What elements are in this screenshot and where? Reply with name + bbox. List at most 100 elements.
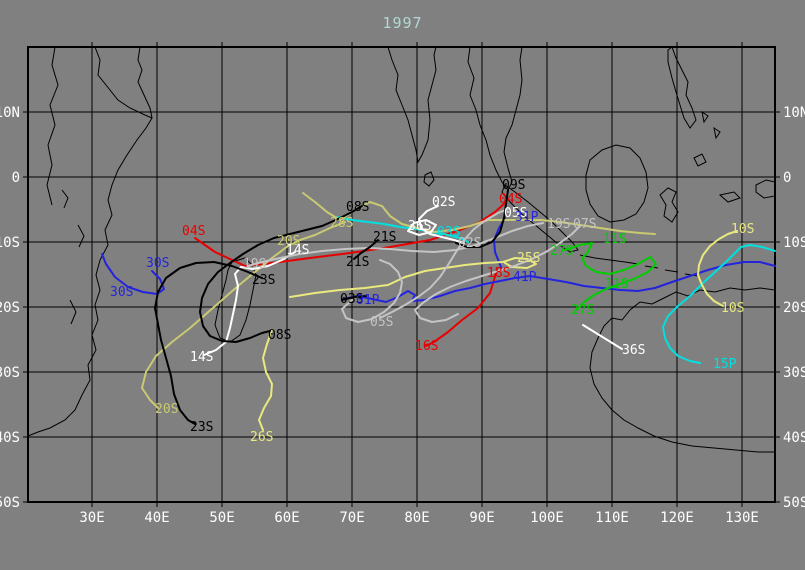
map-title: 1997 — [382, 14, 423, 32]
track-label: 25S — [517, 251, 540, 266]
track-label: 05S — [370, 315, 393, 330]
track-label: 21S — [346, 255, 369, 270]
storm-track-11S — [564, 242, 657, 311]
axis-label-lon: 130E — [725, 510, 759, 526]
storm-track-19S — [247, 222, 544, 267]
storm-track-10S — [697, 230, 738, 307]
axis-label-lon: 60E — [274, 510, 299, 526]
coastline — [27, 46, 153, 437]
coastline — [585, 144, 649, 223]
coastline — [667, 46, 697, 129]
track-label: 07S — [573, 217, 596, 232]
axis-label-lon: 120E — [660, 510, 694, 526]
coastline — [701, 110, 721, 140]
axis-label-lat-right: 10N — [783, 105, 805, 121]
track-label: 27S — [571, 303, 594, 318]
axis-label-lat-right: 20S — [783, 300, 805, 316]
track-label: 28S — [330, 216, 353, 231]
track-label: 04S — [182, 224, 205, 239]
track-label: 20S — [155, 402, 178, 417]
storm-track-04S — [194, 202, 506, 267]
axis-label-lat-left: 20S — [0, 300, 20, 316]
track-label: 02S — [458, 236, 481, 251]
storm-track-36S-b — [582, 324, 623, 350]
axis-label-lat-right: 0 — [783, 170, 791, 186]
track-label: 09S — [502, 178, 525, 193]
track-label: 27S — [550, 244, 573, 259]
storm-track-15P — [662, 244, 776, 364]
coastline — [659, 187, 679, 223]
axis-label-lat-left: 0 — [12, 170, 20, 186]
track-label: 36S — [622, 343, 645, 358]
storm-track-gray-loop — [341, 259, 403, 323]
storm-track-36S — [407, 219, 437, 236]
storm-track-09S — [455, 189, 509, 248]
track-label: 21S — [373, 230, 396, 245]
track-label: 19S — [243, 257, 266, 272]
storm-track-02S — [418, 205, 465, 244]
track-label: 18S — [487, 266, 510, 281]
axis-label-lon: 40E — [144, 510, 169, 526]
axis-label-lat-left: 30S — [0, 365, 20, 381]
storm-track-05S — [379, 208, 509, 319]
storm-track-21S — [353, 239, 379, 260]
axis-label-lat-right: 50S — [783, 495, 805, 511]
axis-label-lat-right: 10S — [783, 235, 805, 251]
track-label: 14S — [190, 350, 213, 365]
track-label: 30S — [110, 285, 133, 300]
track-label: 23S — [252, 273, 275, 288]
track-label: 15P — [713, 357, 737, 372]
map-frame — [27, 46, 776, 503]
coastline — [589, 287, 776, 453]
storm-track-25S — [289, 257, 537, 298]
track-label: 03S — [340, 292, 363, 307]
coastline — [46, 46, 59, 206]
axis-label-lat-right: 30S — [783, 365, 805, 381]
coastline — [467, 46, 523, 191]
track-label: 30S — [146, 256, 169, 271]
track-label: 41P — [513, 270, 537, 285]
track-label: 02S — [432, 195, 455, 210]
track-label: 14S — [286, 243, 309, 258]
coastline — [387, 46, 437, 164]
coastline — [755, 179, 776, 199]
storm-track-31P — [493, 217, 506, 271]
coastline — [61, 189, 85, 325]
axis-label-lat-left: 10N — [0, 105, 20, 121]
track-label: 08S — [346, 200, 369, 215]
track-label: 08S — [268, 328, 291, 343]
axis-label-lat-left: 10S — [0, 235, 20, 251]
track-label: 20S — [277, 234, 300, 249]
axis-label-lon: 30E — [79, 510, 104, 526]
axis-label-lon: 50E — [209, 510, 234, 526]
axis-label-lon: 70E — [339, 510, 364, 526]
coastline — [137, 46, 153, 119]
track-label: 03S — [437, 225, 460, 240]
storm-track-26S — [258, 329, 273, 431]
storm-track-23S — [154, 261, 263, 425]
track-label: 11S — [605, 277, 628, 292]
axis-label-lat-left: 50S — [0, 495, 20, 511]
axis-label-lat-left: 40S — [0, 430, 20, 446]
coastline — [693, 153, 741, 203]
storm-track-08S — [199, 205, 363, 343]
coastline — [214, 257, 257, 343]
storm-track-03S — [336, 216, 469, 243]
track-label: 10S — [721, 301, 744, 316]
storm-track-03S-b — [341, 295, 367, 301]
track-label: 31P — [515, 210, 539, 225]
storm-track-30S — [101, 253, 165, 295]
track-label: 36S — [408, 219, 431, 234]
storm-track-41P — [342, 261, 776, 303]
track-label: 16S — [415, 339, 438, 354]
track-label: 05S — [504, 206, 527, 221]
axis-label-lon: 110E — [595, 510, 629, 526]
track-label: 19S — [547, 217, 570, 232]
track-label: 04S — [499, 192, 522, 207]
storm-track-07S — [414, 225, 581, 323]
track-label: 10S — [731, 222, 754, 237]
axis-label-lon: 90E — [469, 510, 494, 526]
track-label: 01P — [356, 293, 380, 308]
